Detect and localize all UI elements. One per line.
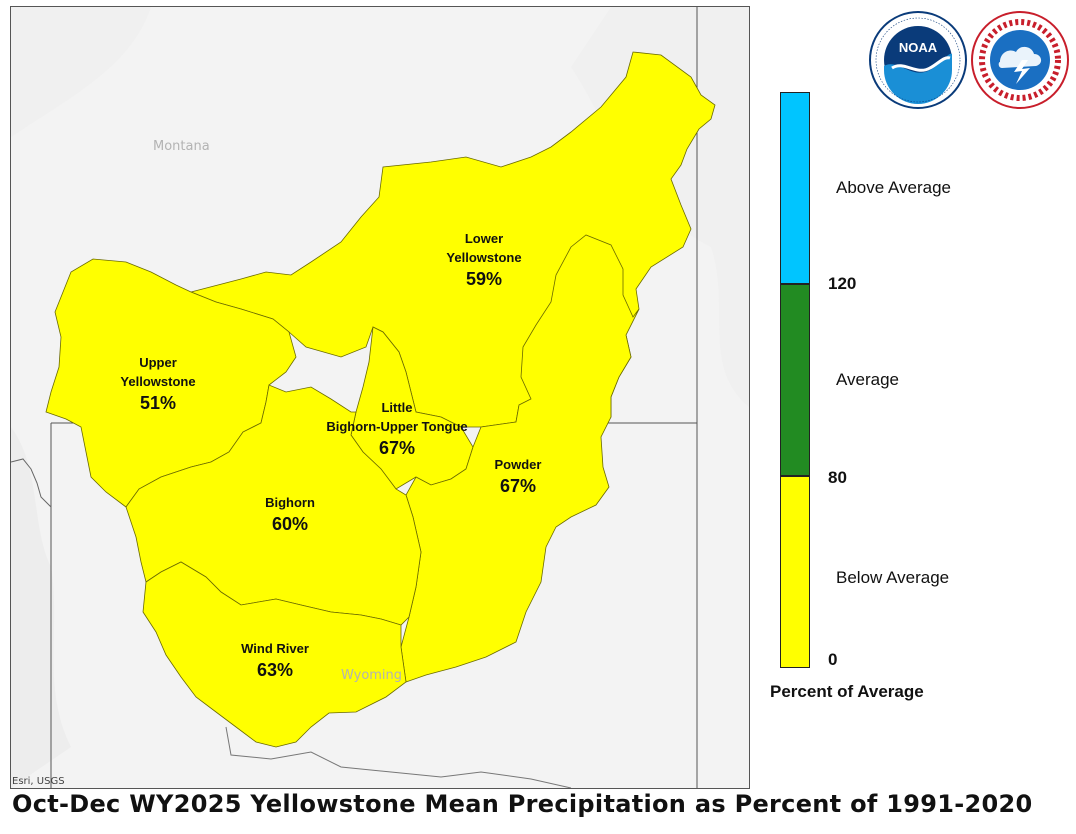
legend-label-above-average: Above Average <box>836 178 951 197</box>
state-label-montana: Montana <box>153 139 210 154</box>
map-panel: Montana Wyoming Lower Yellowstone 59% Up… <box>10 6 750 789</box>
legend-swatch-above-average <box>780 92 810 284</box>
basin-percent: 51% <box>139 393 177 413</box>
legend-label-average: Average <box>836 370 900 389</box>
basins <box>45 51 716 748</box>
basin-name-line1: Little <box>381 400 413 415</box>
legend-tick-0: 0 <box>828 650 838 669</box>
legend-label-below-average: Below Average <box>836 568 950 587</box>
legend-tick-80: 80 <box>828 468 847 487</box>
basin-map <box>11 7 749 788</box>
basin-label-wind-river: Wind River 63% <box>216 639 334 682</box>
basin-percent: 59% <box>465 269 503 289</box>
basin-label-upper-yellowstone: Upper Yellowstone 51% <box>85 353 231 415</box>
basin-name-line1: Upper <box>139 355 177 370</box>
basin-percent: 67% <box>378 438 416 458</box>
basin-label-powder: Powder 67% <box>459 455 577 498</box>
basin-name-line1: Lower <box>464 231 504 246</box>
basin-name-line2: Yellowstone <box>446 250 522 265</box>
map-attribution: Esri, USGS <box>12 776 65 787</box>
basin-percent: 60% <box>271 514 309 534</box>
legend-title: Percent of Average <box>770 682 924 701</box>
basin-name-line1: Bighorn <box>265 495 315 510</box>
legend-swatch-average <box>780 284 810 476</box>
basin-percent: 63% <box>256 660 294 680</box>
state-label-wyoming: Wyoming <box>341 668 403 683</box>
map-caption: Oct-Dec WY2025 Yellowstone Mean Precipit… <box>12 790 1033 818</box>
legend-tick-120: 120 <box>828 274 857 293</box>
basin-label-little-bighorn-upper-tongue: Little Bighorn-Upper Tongue 67% <box>317 398 477 460</box>
legend-swatch-below-average <box>780 476 810 668</box>
noaa-center-text: NOAA <box>899 40 938 55</box>
nws-logo-icon <box>971 11 1069 109</box>
basin-label-bighorn: Bighorn 60% <box>231 493 349 536</box>
basin-name-line1: Wind River <box>241 641 309 656</box>
basin-name-line1: Powder <box>494 457 542 472</box>
basin-wind-river[interactable] <box>142 561 407 748</box>
basin-percent: 67% <box>499 476 537 496</box>
basin-label-lower-yellowstone: Lower Yellowstone 59% <box>411 229 557 291</box>
basin-name-line2: Yellowstone <box>120 374 196 389</box>
basin-name-line2: Bighorn-Upper Tongue <box>326 419 468 434</box>
noaa-logo-icon: NOAA <box>869 11 967 109</box>
